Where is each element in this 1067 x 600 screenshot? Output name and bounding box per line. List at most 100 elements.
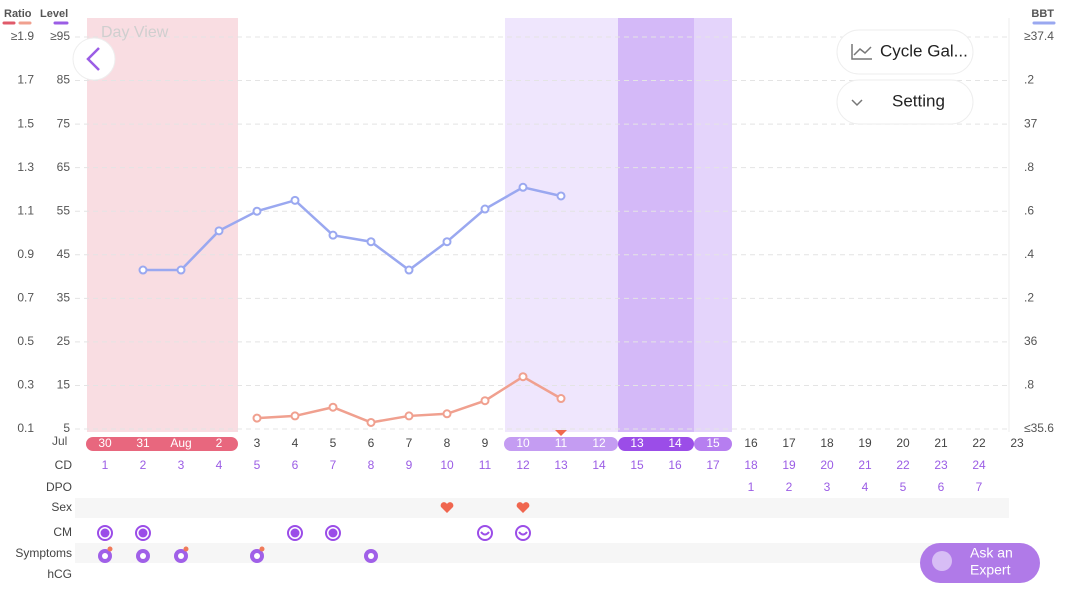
tick-label: 75 [57, 116, 71, 130]
point [328, 230, 338, 240]
peak-band [618, 18, 694, 432]
point [556, 394, 566, 404]
tick-label: 0.7 [17, 291, 34, 305]
point [518, 372, 528, 382]
date-label: 6 [368, 436, 375, 450]
symptom-dot [259, 546, 265, 552]
date-label: 4 [292, 436, 299, 450]
point [442, 409, 452, 419]
tick-label: 0.5 [17, 334, 34, 348]
date-label: 11 [555, 436, 568, 450]
chart-icon[interactable] [851, 44, 872, 60]
button-bg[interactable] [920, 543, 1040, 583]
axis-label: Level [40, 8, 68, 20]
date-label: 2 [216, 436, 223, 450]
dpo-label: 4 [862, 480, 869, 494]
heart-icon [440, 502, 454, 513]
tick-label: 36 [1024, 334, 1038, 348]
ovulation-marker [555, 430, 567, 436]
dpo-label: 5 [900, 480, 907, 494]
tick-label: 0.3 [17, 378, 34, 392]
point [442, 237, 452, 247]
back-button[interactable] [72, 37, 116, 81]
point [252, 206, 262, 216]
background [75, 18, 1010, 563]
tick-label: .8 [1024, 378, 1034, 392]
date-label: 13 [630, 436, 644, 450]
row-label: Symptoms [15, 546, 72, 560]
date-pill [86, 437, 238, 451]
tick-label: 45 [57, 247, 71, 261]
cm-icon [477, 525, 493, 541]
tick-label: 1.1 [17, 203, 34, 217]
date-label: 30 [98, 436, 112, 450]
date-label: 23 [1010, 436, 1024, 450]
button-label[interactable]: Cycle Gal... [880, 41, 968, 60]
cd-label: 12 [516, 458, 530, 472]
point [366, 417, 376, 427]
tick-label: ≥37.4 [1024, 29, 1054, 43]
date-label: 12 [592, 436, 606, 450]
date-label: 20 [896, 436, 910, 450]
button-label[interactable]: Ask an [970, 545, 1013, 561]
point [404, 265, 414, 275]
tick-label: 5 [63, 421, 70, 435]
dpo-label: 3 [824, 480, 831, 494]
tick-label: .6 [1024, 203, 1034, 217]
cd-label: 7 [330, 458, 337, 472]
cd-label: 13 [554, 458, 568, 472]
date-label: 9 [482, 436, 489, 450]
cd-label: 3 [178, 458, 185, 472]
cd-label: 23 [934, 458, 948, 472]
chevron-icon[interactable] [851, 99, 863, 107]
row-label: CD [55, 458, 73, 472]
gallery-button[interactable]: Cycle Gal... [836, 29, 974, 75]
point [556, 191, 566, 201]
cd-label: 19 [782, 458, 796, 472]
tick-label: .2 [1024, 73, 1034, 87]
button-label[interactable]: Expert [970, 562, 1011, 578]
tick-label: 65 [57, 160, 71, 174]
tick-label: 0.9 [17, 247, 34, 261]
tick-label: 1.3 [17, 160, 34, 174]
dpo-label: 1 [748, 480, 755, 494]
cd-label: 18 [744, 458, 758, 472]
date-label: 22 [972, 436, 986, 450]
cd-label: 2 [140, 458, 147, 472]
button-bg[interactable] [836, 29, 974, 75]
chart-title: Day View [101, 24, 169, 41]
back-button-bg[interactable] [72, 37, 116, 81]
tick-label: 55 [57, 203, 71, 217]
tick-label: 85 [57, 73, 71, 87]
cd-label: 21 [858, 458, 872, 472]
cd-label: 1 [102, 458, 109, 472]
row-label: CM [53, 525, 72, 539]
expert-icon[interactable] [932, 551, 952, 571]
point [328, 402, 338, 412]
date-label: 16 [744, 436, 758, 450]
button-label[interactable]: Setting [892, 91, 945, 110]
tick-label: 15 [57, 378, 71, 392]
cd-label: 15 [630, 458, 644, 472]
cd-label: 11 [479, 458, 492, 472]
date-label: 15 [706, 436, 720, 450]
back-icon[interactable] [86, 47, 100, 71]
cd-label: 20 [820, 458, 834, 472]
cd-label: 10 [440, 458, 454, 472]
setting-button[interactable]: Setting [836, 79, 974, 125]
tick-label: .2 [1024, 291, 1034, 305]
date-label: Aug [170, 436, 191, 450]
button-bg[interactable] [836, 79, 974, 125]
tick-label: ≤35.6 [1024, 421, 1054, 435]
cd-label: 6 [292, 458, 299, 472]
dpo-label: 2 [786, 480, 793, 494]
tick-label: 35 [57, 291, 71, 305]
point [366, 237, 376, 247]
date-label: 31 [136, 436, 150, 450]
cm-icon [515, 525, 531, 541]
point [176, 265, 186, 275]
date-pill [504, 437, 618, 451]
series-line [143, 185, 562, 272]
row-label: Sex [51, 500, 72, 514]
